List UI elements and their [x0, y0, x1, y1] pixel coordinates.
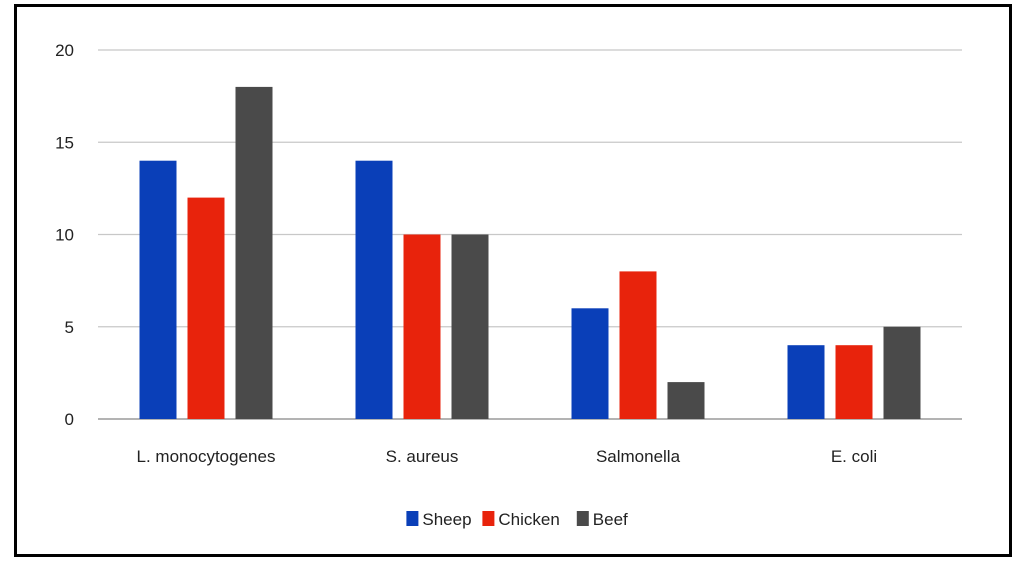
legend-label-sheep: Sheep — [422, 510, 471, 529]
bar-chicken-2 — [619, 271, 657, 419]
y-axis-tick-labels: 0 5 10 15 20 — [55, 41, 74, 429]
bar-sheep-1 — [355, 160, 393, 419]
chart-frame — [14, 4, 1012, 557]
x-category-label: L. monocytogenes — [137, 447, 276, 466]
bar-beef-0 — [235, 86, 273, 420]
legend-swatch-beef — [576, 511, 589, 526]
bar-beef-3 — [883, 326, 921, 419]
bar-beef-2 — [667, 382, 705, 419]
y-tick-label: 15 — [55, 133, 74, 152]
bar-chicken-0 — [187, 197, 225, 419]
x-category-label: Salmonella — [596, 447, 681, 466]
legend-swatch-sheep — [406, 511, 419, 526]
bar-sheep-3 — [787, 345, 825, 419]
x-category-label: S. aureus — [386, 447, 459, 466]
bar-beef-1 — [451, 234, 489, 419]
y-tick-label: 20 — [55, 41, 74, 60]
bar-chicken-3 — [835, 345, 873, 419]
bar-sheep-2 — [571, 308, 609, 419]
x-category-label: E. coli — [831, 447, 877, 466]
y-tick-label: 10 — [55, 226, 74, 245]
legend: Sheep Chicken Beef — [406, 510, 628, 529]
legend-label-beef: Beef — [593, 510, 628, 529]
y-tick-label: 0 — [65, 410, 74, 429]
legend-swatch-chicken — [482, 511, 495, 526]
gridlines — [98, 49, 962, 420]
x-axis-category-labels: L. monocytogenes S. aureus Salmonella E. co… — [137, 447, 878, 466]
y-tick-label: 5 — [65, 318, 74, 337]
bar-chicken-1 — [403, 234, 441, 419]
legend-label-chicken: Chicken — [498, 510, 559, 529]
bars — [139, 86, 921, 420]
bar-sheep-0 — [139, 160, 177, 419]
